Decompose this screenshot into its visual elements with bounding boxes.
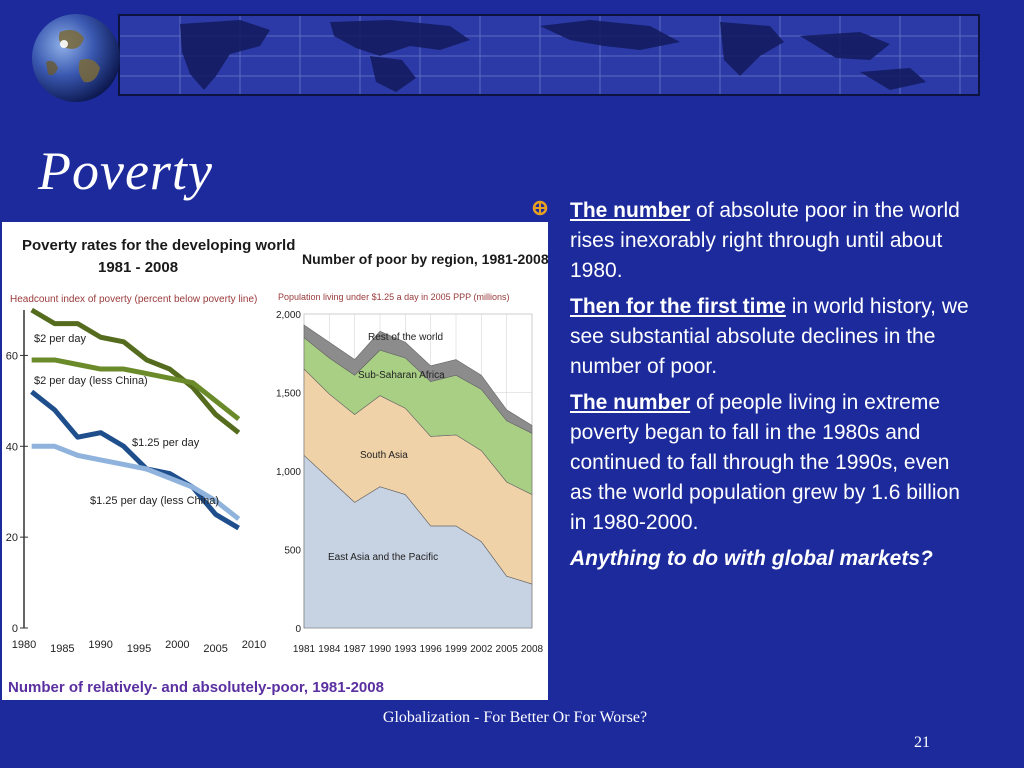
charts-svg: Poverty rates for the developing world 1… — [6, 237, 548, 696]
chart2-label-south-asia: South Asia — [360, 450, 408, 461]
chart1-x-tick-label: 1980 — [12, 639, 36, 651]
footer-text: Globalization - For Better Or For Worse? — [382, 709, 648, 726]
world-map-graphic — [120, 16, 978, 94]
globe-icon — [32, 14, 120, 102]
chart2-x-tick-label: 1987 — [344, 644, 367, 655]
chart1-x-tick-label: 1985 — [50, 643, 74, 655]
chart1-y-tick-label: 20 — [6, 532, 18, 544]
chart2-x-tick-label: 1990 — [369, 644, 392, 655]
chart1-y-tick-label: 40 — [6, 441, 18, 453]
chart1-y-ticks: 0 20 40 60 — [6, 350, 28, 635]
chart2-title: Number of poor by region, 1981-2008 — [302, 251, 548, 267]
chart2-x-tick-label: 1981 — [293, 644, 316, 655]
chart1-ylabel: Headcount index of poverty (percent belo… — [10, 294, 257, 305]
chart2-ylabel: Population living under $1.25 a day in 2… — [278, 292, 509, 302]
header-banner — [118, 14, 980, 96]
bullet-text-1: of absolute poor in the world rises inex… — [570, 199, 960, 282]
chart2-x-tick-label: 1984 — [318, 644, 341, 655]
bullet-emphasis: Anything to do with global markets? — [570, 547, 933, 570]
bullet-item-2: Then for the first time in world history… — [570, 292, 972, 382]
bullet-lead-3: The number — [570, 391, 691, 414]
chart1-x-ticks: 1980 1985 1990 1995 2000 2005 2010 — [12, 639, 266, 655]
bullet-item-4: Anything to do with global markets? — [570, 544, 972, 574]
chart2-x-tick-label: 2005 — [496, 644, 519, 655]
chart2-y-tick-label: 1,500 — [276, 389, 301, 400]
chart2-x-tick-label: 2008 — [521, 644, 544, 655]
page-number: 21 — [914, 734, 930, 751]
chart2-y-tick-label: 0 — [295, 624, 301, 635]
chart2-x-ticks: 1981 1984 1987 1990 1993 1996 1999 2002 2005 2008 — [293, 644, 544, 655]
chart1-legend-125usd: $1.25 per day — [132, 437, 200, 449]
chart2-y-tick-label: 1,000 — [276, 467, 301, 478]
chart1-series-line-2 — [30, 389, 240, 531]
bullet-list: The number of absolute poor in the world… — [532, 196, 972, 580]
bullet-text-2: in world history, we see substantial abs… — [570, 295, 969, 378]
chart1-lines — [30, 307, 241, 531]
chart2-y-tick-label: 500 — [284, 546, 301, 557]
chart1-y-tick-label: 0 — [12, 623, 18, 635]
chart1-x-tick-label: 1990 — [88, 639, 112, 651]
bullet-text-3: of people living in extreme poverty bega… — [570, 391, 960, 534]
chart1-x-tick-label: 2000 — [165, 639, 189, 651]
bullet-lead-2: Then for the first time — [570, 295, 786, 318]
figure-panel: Poverty rates for the developing world 1… — [2, 222, 548, 700]
bullet-item-1: The number of absolute poor in the world… — [532, 196, 972, 286]
chart1-x-tick-label: 1995 — [127, 643, 151, 655]
chart2-y-ticks: 0 500 1,000 1,500 2,000 — [276, 310, 301, 635]
chart2-x-tick-label: 1993 — [394, 644, 417, 655]
chart1-legend-2usd-less-china: $2 per day (less China) — [34, 375, 148, 387]
chart2-x-tick-label: 2002 — [470, 644, 493, 655]
chart2-x-tick-label: 1996 — [420, 644, 443, 655]
chart2-label-rest: Rest of the world — [368, 332, 443, 343]
chart1-title: Poverty rates for the developing world — [22, 237, 295, 254]
chart1-series-line-0 — [30, 307, 241, 435]
chart2-x-tick-label: 1999 — [445, 644, 468, 655]
chart2-y-tick-label: 2,000 — [276, 310, 301, 321]
chart1-y-tick-label: 60 — [6, 350, 18, 362]
bullet-icon — [532, 200, 548, 216]
chart1-legend-125usd-less-china: $1.25 per day (less China) — [90, 495, 219, 507]
figure-caption: Number of relatively- and absolutely-poo… — [8, 679, 384, 696]
chart1-legend-2usd: $2 per day — [34, 333, 86, 345]
chart1-x-tick-label: 2010 — [242, 639, 266, 651]
chart2-area-3 — [303, 324, 533, 434]
chart2-areas — [303, 324, 533, 629]
bullet-lead-1: The number — [570, 199, 691, 222]
chart1-x-tick-label: 2005 — [203, 643, 227, 655]
chart2-label-east-asia: East Asia and the Pacific — [328, 552, 438, 563]
chart2-label-ssa: Sub-Saharan Africa — [358, 370, 445, 381]
bullet-item-3: The number of people living in extreme p… — [570, 388, 972, 538]
chart1-series-line-1 — [31, 357, 241, 421]
chart1-series-line-3 — [31, 443, 241, 521]
slide-title: Poverty — [38, 141, 213, 201]
chart1-subtitle: 1981 - 2008 — [98, 259, 178, 276]
